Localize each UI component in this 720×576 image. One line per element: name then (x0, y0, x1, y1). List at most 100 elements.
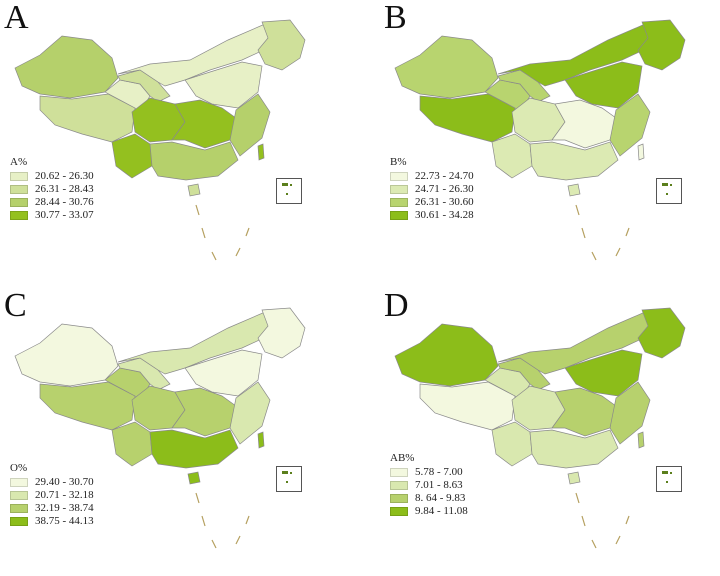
region-northeast (257, 307, 306, 359)
map-panel-d: D AB% 5.78 - 7.00 7.01 - 8.63 8. 64 - 9.… (380, 287, 720, 576)
region-xinjiang (14, 323, 119, 387)
region-central (171, 387, 237, 437)
region-central (171, 99, 237, 149)
south-china-sea-inset (656, 178, 682, 204)
legend: B% 22.73 - 24.70 24.71 - 26.30 26.31 - 3… (390, 156, 474, 222)
legend-swatch (10, 517, 28, 526)
region-inner-mongolia (117, 311, 281, 375)
legend-swatch (390, 211, 408, 220)
panel-letter: D (384, 287, 409, 324)
region-xinjiang (14, 35, 119, 99)
region-hainan (567, 471, 581, 485)
legend-swatch (10, 185, 28, 194)
region-northeast (257, 19, 306, 71)
region-taiwan (637, 143, 645, 161)
south-sea-dashes (195, 204, 250, 261)
legend-swatch (10, 211, 28, 220)
legend-swatch (390, 481, 408, 490)
region-east-coast (229, 93, 271, 157)
legend-item: 9.84 - 11.08 (390, 505, 468, 518)
legend-item: 5.78 - 7.00 (390, 466, 468, 479)
region-yunnan (491, 133, 533, 179)
legend: A% 20.62 - 26.30 26.31 - 28.43 28.44 - 3… (10, 156, 94, 222)
south-sea-dashes (575, 492, 630, 549)
legend-item: 30.61 - 34.28 (390, 209, 474, 222)
region-east-coast (609, 93, 651, 157)
map-panel-b: B B% 22.73 - 24.70 24.71 - 26.30 26.31 -… (380, 0, 720, 288)
legend-title: A% (10, 156, 28, 168)
region-north-china (564, 349, 643, 397)
legend-swatch (390, 507, 408, 516)
legend: AB% 5.78 - 7.00 7.01 - 8.63 8. 64 - 9.83… (390, 452, 468, 518)
legend-swatch (390, 172, 408, 181)
region-north-china (564, 61, 643, 109)
panel-letter: B (384, 0, 407, 36)
legend-item: 29.40 - 30.70 (10, 476, 94, 489)
legend-swatch (390, 198, 408, 207)
legend-item: 8. 64 - 9.83 (390, 492, 468, 505)
legend: O% 29.40 - 30.70 20.71 - 32.18 32.19 - 3… (10, 462, 94, 528)
region-south (529, 429, 619, 469)
legend-swatch (390, 468, 408, 477)
region-tibet (419, 381, 516, 431)
region-yunnan (491, 421, 533, 467)
region-hainan (187, 183, 201, 197)
region-taiwan (257, 431, 265, 449)
region-taiwan (257, 143, 265, 161)
panel-letter: C (4, 287, 27, 324)
region-hainan (187, 471, 201, 485)
legend-swatch (10, 198, 28, 207)
legend-item: 24.71 - 26.30 (390, 183, 474, 196)
china-map-c (14, 307, 306, 549)
region-south (529, 141, 619, 181)
legend-item: 20.71 - 32.18 (10, 489, 94, 502)
region-inner-mongolia (117, 23, 281, 87)
region-xinjiang (394, 323, 499, 387)
legend-item: 32.19 - 38.74 (10, 502, 94, 515)
legend-swatch (10, 504, 28, 513)
region-hainan (567, 183, 581, 197)
legend-item: 22.73 - 24.70 (390, 170, 474, 183)
china-map-b (394, 19, 686, 261)
legend-swatch (390, 494, 408, 503)
legend-title: B% (390, 156, 407, 168)
region-north-china (184, 349, 263, 397)
legend-item: 7.01 - 8.63 (390, 479, 468, 492)
map-panel-c: C O% 29.40 - 30.70 20.71 - 32.18 32.19 -… (0, 287, 360, 576)
region-xinjiang (394, 35, 499, 99)
south-sea-dashes (575, 204, 630, 261)
region-yunnan (111, 421, 153, 467)
legend-item: 28.44 - 30.76 (10, 196, 94, 209)
region-central (551, 99, 617, 149)
region-east-coast (229, 381, 271, 445)
panel-letter: A (4, 0, 29, 36)
region-northeast (637, 19, 686, 71)
legend-swatch (390, 185, 408, 194)
legend-item: 30.77 - 33.07 (10, 209, 94, 222)
legend-swatch (10, 491, 28, 500)
legend-item: 26.31 - 28.43 (10, 183, 94, 196)
region-north-china (184, 61, 263, 109)
region-inner-mongolia (497, 311, 661, 375)
south-china-sea-inset (656, 466, 682, 492)
legend-swatch (10, 478, 28, 487)
legend-item: 20.62 - 26.30 (10, 170, 94, 183)
legend-item: 38.75 - 44.13 (10, 515, 94, 528)
region-northeast (637, 307, 686, 359)
region-tibet (39, 381, 136, 431)
region-east-coast (609, 381, 651, 445)
region-central (551, 387, 617, 437)
map-panel-a: A A% 20.62 - 26.30 26.31 - 28.43 28.44 -… (0, 0, 360, 288)
legend-title: AB% (390, 452, 415, 464)
region-taiwan (637, 431, 645, 449)
region-tibet (39, 93, 136, 143)
legend-item: 26.31 - 30.60 (390, 196, 474, 209)
south-sea-dashes (195, 492, 250, 549)
legend-title: O% (10, 462, 28, 474)
china-map-d (394, 307, 686, 549)
region-inner-mongolia (497, 23, 661, 87)
legend-swatch (10, 172, 28, 181)
south-china-sea-inset (276, 178, 302, 204)
region-yunnan (111, 133, 153, 179)
south-china-sea-inset (276, 466, 302, 492)
